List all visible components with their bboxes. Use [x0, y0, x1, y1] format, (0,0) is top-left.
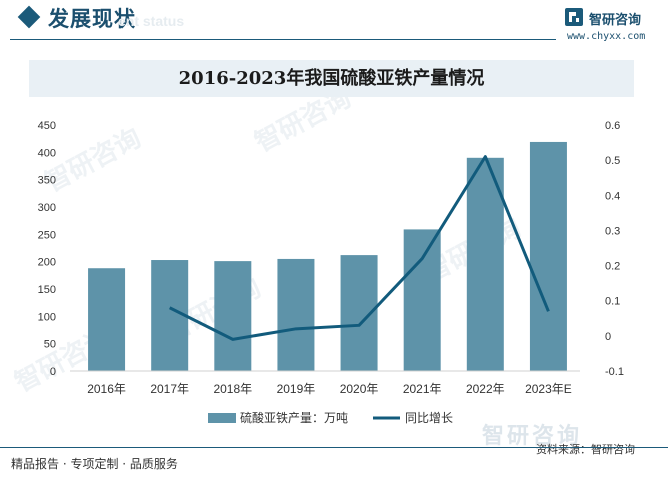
y-left-tick-label: 300	[38, 202, 56, 214]
y-left-tick-label: 250	[38, 229, 56, 241]
y-right-tick-label: 0.6	[605, 120, 620, 132]
header-divider	[10, 39, 556, 40]
y-right-tick-label: 0.1	[605, 296, 620, 308]
brand-logo-icon	[565, 8, 583, 26]
y-left-tick-label: 50	[44, 339, 56, 351]
source-note: 资料来源：智研咨询	[536, 443, 635, 456]
legend-line-label: 同比增长	[405, 411, 453, 425]
line-series	[169, 155, 550, 341]
y-left-tick-label: 150	[38, 284, 56, 296]
y-left-tick-label: 100	[38, 311, 56, 323]
legend-bar-label: 硫酸亚铁产量：万吨	[240, 410, 348, 425]
x-tick-label: 2021年	[403, 382, 442, 396]
y-right-tick-label: 0.2	[605, 261, 620, 273]
y-left-tick-label: 400	[38, 147, 56, 159]
y-right-tick-label: 0.5	[605, 155, 620, 167]
x-tick-label: 2023年E	[525, 382, 572, 396]
footer-watermark: 智研咨询	[482, 424, 583, 449]
bar	[529, 141, 567, 371]
x-tick-label: 2022年	[466, 382, 505, 396]
brand-name: 智研咨询	[589, 13, 642, 28]
x-tick-label: 2020年	[340, 382, 379, 396]
chart-title-band: 2016-2023年我国硫酸亚铁产量情况	[29, 60, 634, 97]
bar	[88, 268, 126, 371]
y-left-tick-label: 0	[50, 366, 56, 378]
y-right-tick-label: 0	[605, 331, 611, 343]
bar	[214, 261, 252, 371]
legend: 硫酸亚铁产量：万吨 同比增长	[208, 410, 453, 425]
footer-divider	[0, 447, 668, 448]
right-axis: -0.1 0 0.1 0.2 0.3 0.4 0.5 0.6	[605, 120, 624, 378]
x-axis: 2016年 2017年 2018年 2019年 2020年 2021年 2022年 2023年…	[70, 370, 580, 396]
x-tick-label: 2019年	[277, 382, 316, 396]
growth-line	[169, 155, 550, 341]
x-tick-label: 2016年	[87, 382, 126, 396]
section-title: 发展现状	[48, 7, 136, 31]
x-tick-label: 2017年	[150, 382, 189, 396]
bar-series	[88, 141, 567, 371]
bar	[466, 157, 504, 371]
section-subtitle: ent status	[118, 13, 185, 29]
y-right-tick-label: 0.4	[605, 190, 620, 202]
legend-bar-swatch	[208, 413, 236, 423]
chart-title: 2016-2023年我国硫酸亚铁产量情况	[178, 68, 485, 89]
bar	[403, 229, 441, 371]
section-header: 发展现状 ent status	[0, 0, 668, 40]
y-left-tick-label: 350	[38, 175, 56, 187]
brand-url: www.chyxx.com	[567, 31, 646, 42]
y-right-tick-label: 0.3	[605, 225, 620, 237]
y-left-tick-label: 450	[38, 120, 56, 132]
y-right-tick-label: -0.1	[605, 366, 624, 378]
footer-tagline: 精品报告 · 专项定制 · 品质服务	[11, 457, 178, 471]
left-axis: 0 50 100 150 200 250 300 350 400 450	[38, 120, 56, 378]
bar	[277, 258, 315, 371]
y-left-tick-label: 200	[38, 257, 56, 269]
x-tick-label: 2018年	[213, 382, 252, 396]
